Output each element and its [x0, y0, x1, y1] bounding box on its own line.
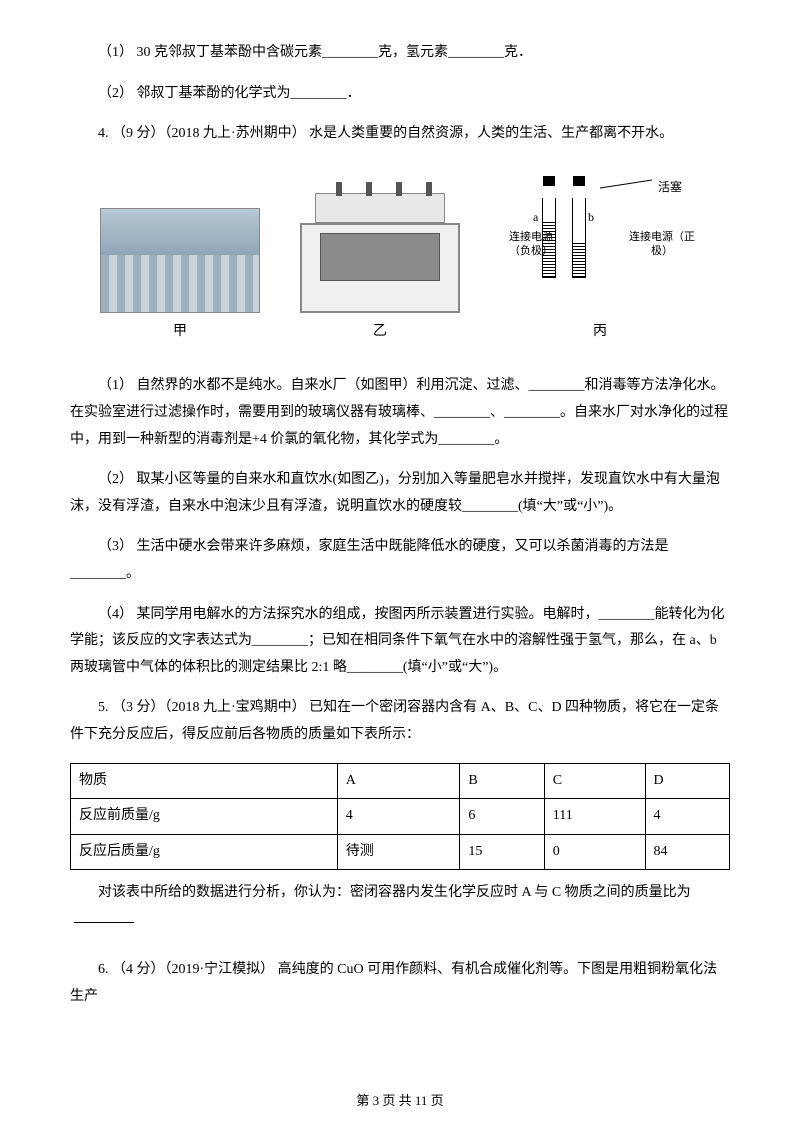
stopper-icon [573, 176, 585, 186]
figure-row: 甲 乙 a b 活塞 连接电源（负极） 连接电源（正极） 丙 [70, 168, 730, 346]
caption-bing: 丙 [500, 319, 700, 346]
figure-bing: a b 活塞 连接电源（负极） 连接电源（正极） 丙 [500, 168, 700, 346]
th-substance: 物质 [71, 763, 338, 799]
tube-b [572, 198, 586, 278]
q5-ask-text: 对该表中所给的数据进行分析，你认为：密闭容器内发生化学反应时 A 与 C 物质之… [98, 885, 691, 900]
tap-icon [396, 182, 402, 196]
cell: 4 [645, 799, 730, 835]
q5-intro: 5. （3 分）（2018 九上·宝鸡期中） 已知在一个密闭容器内含有 A、B、… [70, 695, 730, 748]
label-b: b [588, 206, 594, 229]
caption-jia: 甲 [100, 319, 260, 346]
figure-jia: 甲 [100, 208, 260, 346]
q1-1-text: （1） 30 克邻叔丁基苯酚中含碳元素________克，氢元素________… [70, 40, 730, 67]
cell: 4 [337, 799, 460, 835]
mass-table: 物质 A B C D 反应前质量/g 4 6 111 4 反应后质量/g 待测 … [70, 763, 730, 871]
electrolysis-image: a b 活塞 连接电源（负极） 连接电源（正极） [500, 168, 700, 313]
th-a: A [337, 763, 460, 799]
label-pos: 连接电源（正极） [624, 230, 700, 259]
water-b [573, 242, 585, 277]
cooler-panel [320, 233, 440, 281]
th-c: C [544, 763, 645, 799]
q4-4-text: （4） 某同学用电解水的方法探究水的组成，按图丙所示装置进行实验。电解时，___… [70, 602, 730, 682]
row-after-label: 反应后质量/g [71, 834, 338, 870]
cell: 6 [460, 799, 544, 835]
page-footer: 第 3 页 共 11 页 [0, 1089, 800, 1114]
tap-icon [366, 182, 372, 196]
table-row: 反应后质量/g 待测 15 0 84 [71, 834, 730, 870]
table-row: 物质 A B C D [71, 763, 730, 799]
arrow-line-icon [600, 168, 660, 198]
q5-ask: 对该表中所给的数据进行分析，你认为：密闭容器内发生化学反应时 A 与 C 物质之… [70, 880, 730, 933]
tap-icon [336, 182, 342, 196]
cell: 84 [645, 834, 730, 870]
cooler-top [315, 193, 445, 223]
q6-text: 6. （4 分）（2019·宁江模拟） 高纯度的 CuO 可用作颜料、有机合成催… [70, 957, 730, 1010]
label-neg: 连接电源（负极） [500, 230, 562, 259]
th-b: B [460, 763, 544, 799]
q4-intro: 4. （9 分）（2018 九上·苏州期中） 水是人类重要的自然资源，人类的生活… [70, 121, 730, 148]
caption-yi: 乙 [300, 319, 460, 346]
tap-icon [426, 182, 432, 196]
waterplant-image [100, 208, 260, 313]
stopper-icon [543, 176, 555, 186]
label-a: a [533, 206, 538, 229]
q4-2-text: （2） 取某小区等量的自来水和直饮水(如图乙)，分别加入等量肥皂水并搅拌，发现直… [70, 467, 730, 520]
q4-1-text: （1） 自然界的水都不是纯水。自来水厂（如图甲）利用沉淀、过滤、________… [70, 373, 730, 453]
figure-yi: 乙 [300, 193, 460, 346]
cell: 15 [460, 834, 544, 870]
cell: 待测 [337, 834, 460, 870]
row-before-label: 反应前质量/g [71, 799, 338, 835]
cooler-image [300, 193, 460, 313]
q4-3-text: （3） 生活中硬水会带来许多麻烦，家庭生活中既能降低水的硬度，又可以杀菌消毒的方… [70, 534, 730, 587]
answer-blank [74, 909, 134, 923]
cell: 111 [544, 799, 645, 835]
label-huosai: 活塞 [658, 176, 682, 199]
table-row: 反应前质量/g 4 6 111 4 [71, 799, 730, 835]
cell: 0 [544, 834, 645, 870]
th-d: D [645, 763, 730, 799]
q1-2-text: （2） 邻叔丁基苯酚的化学式为________． [70, 81, 730, 108]
